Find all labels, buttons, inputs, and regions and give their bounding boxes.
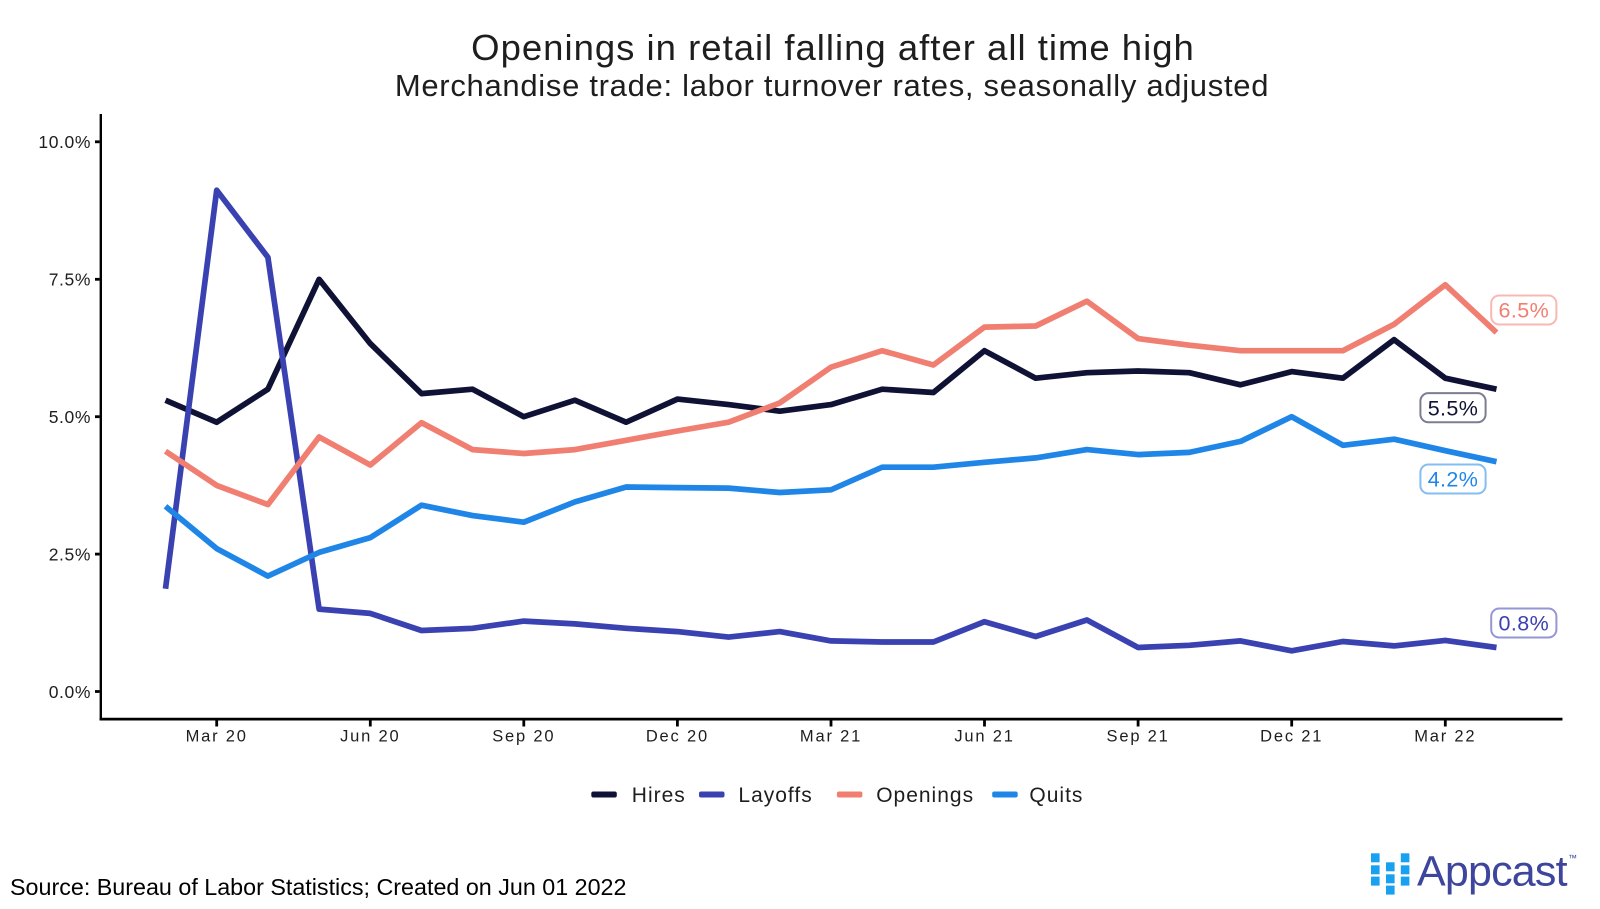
svg-text:Jun 20: Jun 20 [340,728,400,746]
svg-text:Dec 20: Dec 20 [646,728,709,746]
svg-text:Openings in retail falling aft: Openings in retail falling after all tim… [471,27,1195,68]
svg-text:Mar 22: Mar 22 [1414,728,1476,746]
svg-text:2.5%: 2.5% [49,544,91,564]
svg-text:Source: Bureau of Labor Statis: Source: Bureau of Labor Statistics; Crea… [10,874,626,900]
svg-text:5.0%: 5.0% [49,407,91,427]
svg-text:10.0%: 10.0% [38,132,91,152]
svg-text:6.5%: 6.5% [1498,299,1549,323]
svg-text:Sep 20: Sep 20 [492,728,555,746]
svg-text:Mar 20: Mar 20 [186,728,248,746]
svg-text:4.2%: 4.2% [1428,468,1479,492]
svg-text:Dec 21: Dec 21 [1260,728,1323,746]
svg-text:Jun 21: Jun 21 [954,728,1014,746]
svg-text:™: ™ [1568,853,1577,863]
svg-text:0.0%: 0.0% [49,682,91,702]
svg-text:0.8%: 0.8% [1498,612,1549,636]
svg-text:Hires: Hires [632,784,686,807]
svg-text:Openings: Openings [876,784,974,807]
svg-text:Layoffs: Layoffs [738,784,812,807]
svg-text:7.5%: 7.5% [49,270,91,290]
svg-text:Merchandise trade: labor turno: Merchandise trade: labor turnover rates,… [395,68,1269,103]
svg-text:Appcast: Appcast [1417,848,1568,896]
svg-text:5.5%: 5.5% [1428,396,1479,420]
svg-text:Quits: Quits [1029,784,1083,807]
svg-text:Mar 21: Mar 21 [800,728,862,746]
svg-text:Sep 21: Sep 21 [1107,728,1170,746]
